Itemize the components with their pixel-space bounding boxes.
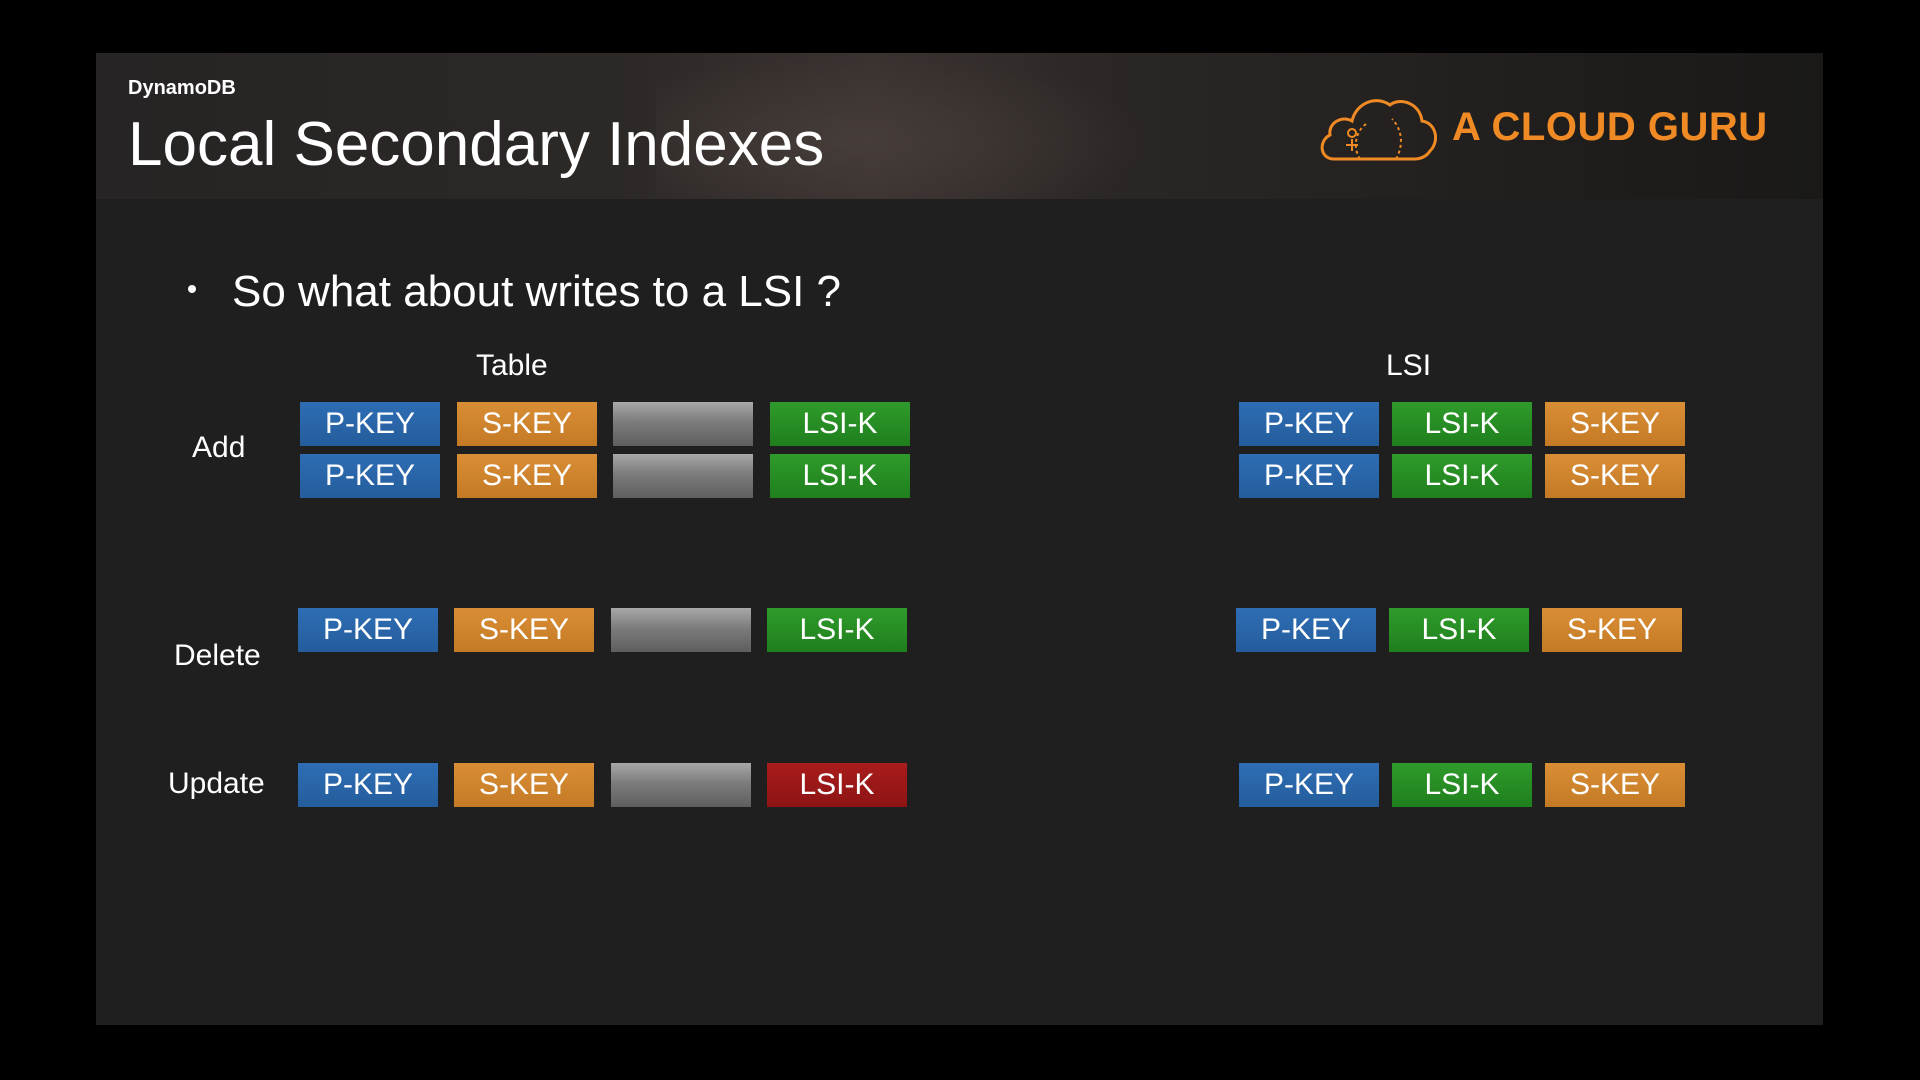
lsi-delete-pkey: P-KEY — [1236, 608, 1376, 652]
table-add-2-lsik: LSI-K — [770, 454, 910, 498]
table-add-1-lsik: LSI-K — [770, 402, 910, 446]
table-add-1-attribute — [613, 402, 753, 446]
header-background-image — [656, 53, 1156, 199]
table-delete-skey: S-KEY — [454, 608, 594, 652]
row-label-add: Add — [192, 431, 246, 464]
bullet-icon — [188, 285, 196, 293]
lsi-add-2-skey: S-KEY — [1545, 454, 1685, 498]
table-add-2-attribute — [613, 454, 753, 498]
bullet-point: So what about writes to a LSI ? — [232, 267, 842, 316]
slide-subtitle: DynamoDB — [128, 77, 236, 99]
table-update-skey: S-KEY — [454, 763, 594, 807]
lsi-add-1-lsik: LSI-K — [1392, 402, 1532, 446]
table-delete-attribute — [611, 608, 751, 652]
brand-name: A CLOUD GURU — [1452, 105, 1768, 149]
table-heading: Table — [476, 349, 548, 382]
table-delete-pkey: P-KEY — [298, 608, 438, 652]
row-label-delete: Delete — [174, 639, 261, 672]
table-update-pkey: P-KEY — [298, 763, 438, 807]
slide-header: DynamoDB Local Secondary Indexes A CLOUD… — [96, 53, 1823, 199]
lsi-delete-skey: S-KEY — [1542, 608, 1682, 652]
table-delete-lsik: LSI-K — [767, 608, 907, 652]
table-update-lsik-changed: LSI-K — [767, 763, 907, 807]
table-add-2-skey: S-KEY — [457, 454, 597, 498]
row-label-update: Update — [168, 767, 265, 800]
brand-logo: A CLOUD GURU — [1316, 89, 1786, 169]
table-add-1-pkey: P-KEY — [300, 402, 440, 446]
lsi-add-2-pkey: P-KEY — [1239, 454, 1379, 498]
lsi-update-pkey: P-KEY — [1239, 763, 1379, 807]
lsi-delete-lsik: LSI-K — [1389, 608, 1529, 652]
lsi-add-1-pkey: P-KEY — [1239, 402, 1379, 446]
lsi-update-lsik: LSI-K — [1392, 763, 1532, 807]
table-add-2-pkey: P-KEY — [300, 454, 440, 498]
table-update-attribute — [611, 763, 751, 807]
table-add-1-skey: S-KEY — [457, 402, 597, 446]
lsi-update-skey: S-KEY — [1545, 763, 1685, 807]
lsi-add-1-skey: S-KEY — [1545, 402, 1685, 446]
lsi-add-2-lsik: LSI-K — [1392, 454, 1532, 498]
lsi-heading: LSI — [1386, 349, 1432, 382]
slide: DynamoDB Local Secondary Indexes A CLOUD… — [96, 53, 1823, 1025]
cloud-icon — [1320, 99, 1438, 161]
slide-title: Local Secondary Indexes — [128, 110, 825, 179]
